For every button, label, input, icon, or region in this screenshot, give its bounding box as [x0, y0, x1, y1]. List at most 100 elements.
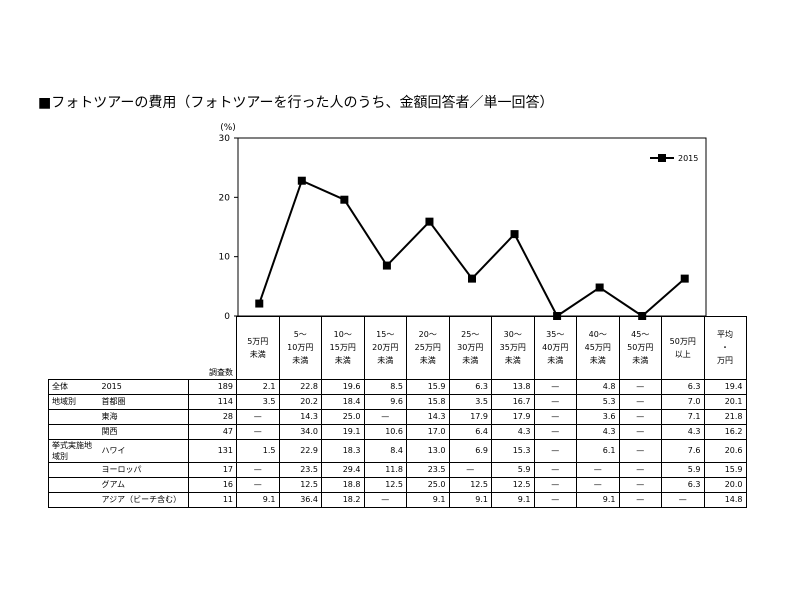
row-count: 114 [188, 393, 237, 410]
table-cell: 8.4 [363, 438, 407, 463]
row-label: アジア（ビーチ含む） [98, 491, 189, 508]
table-cell: 2.1 [236, 378, 280, 395]
data-table: 調査数 5万円 未満 5～ 10万円 未満 10～ 15万円 未満 15～ 20万円 未満 20～ 25万… [48, 316, 747, 508]
table-cell: 4.3 [576, 423, 620, 440]
column-header-line: 15万円 [329, 343, 356, 353]
column-header-line: 40～ [588, 330, 607, 340]
table-cell: 16.7 [491, 393, 535, 410]
column-header: 25～ 30万円 未満 [448, 316, 492, 380]
column-header: 45～ 50万円 未満 [618, 316, 662, 380]
table-cell: 7.6 [661, 438, 705, 463]
data-point [510, 230, 519, 239]
column-header-line: 平均 [717, 330, 733, 340]
table-cell: — [618, 461, 662, 478]
row-label: 首都圏 [98, 393, 189, 410]
table-cell: — [533, 378, 577, 395]
column-header-line: 45万円 [584, 343, 611, 353]
column-header: 5万円未満 [236, 316, 280, 380]
chart-title: ■フォトツアーの費用（フォトツアーを行った人のうち、金額回答者／単一回答） [38, 95, 554, 111]
column-header-line: 未満 [419, 356, 436, 366]
table-cell: 8.5 [363, 378, 407, 395]
table-cell: — [236, 476, 280, 493]
row-count: 131 [188, 438, 237, 463]
table-cell: — [236, 408, 280, 425]
plot-area [237, 137, 707, 317]
table-cell: 17.9 [491, 408, 535, 425]
table-cell: — [363, 491, 407, 508]
table-cell: — [661, 491, 705, 508]
column-header-line: 未満 [547, 356, 564, 366]
table-cell: 18.8 [321, 476, 365, 493]
table-row: 関西 47—34.0 19.1 10.6 17.0 6.4 4.3—4.3—4.3 16.2 [48, 423, 747, 440]
y-unit-label: (%) [220, 123, 236, 133]
table-cell: 18.2 [321, 491, 365, 508]
table-cell: 9.1 [448, 491, 492, 508]
row-label: ハワイ [98, 438, 189, 463]
table-cell: 14.8 [703, 491, 747, 508]
table-cell: — [448, 461, 492, 478]
column-header-line: 未満 [334, 356, 351, 366]
table-cell: 15.3 [491, 438, 535, 463]
table-row: グアム 16—12.5 18.8 12.5 25.0 12.5 12.5— — —6.3 20.0 [48, 476, 747, 493]
column-header-line: 未満 [249, 349, 266, 359]
column-header: 40～ 45万円 未満 [576, 316, 620, 380]
column-header-line: 25～ [461, 330, 480, 340]
row-label: ヨーロッパ [98, 461, 189, 478]
table-cell: 9.1 [236, 491, 280, 508]
table-cell: 7.1 [661, 408, 705, 425]
column-header-line: 万円 [717, 356, 733, 366]
column-header-line: 未満 [462, 356, 479, 366]
header-blank [49, 317, 99, 380]
column-header-line: 45～ [631, 330, 650, 340]
table-cell: 6.4 [448, 423, 492, 440]
column-header-line: 5万円 [247, 336, 269, 346]
column-header-line: 20～ [418, 330, 437, 340]
legend-label: 2015 [678, 154, 698, 163]
table-cell: 34.0 [278, 423, 322, 440]
row-count: 47 [188, 423, 237, 440]
table-cell: 12.5 [448, 476, 492, 493]
row-label: グアム [98, 476, 189, 493]
row-label: 2015 [98, 378, 189, 395]
table-cell: 22.9 [278, 438, 322, 463]
table-cell: — [576, 476, 620, 493]
column-header: 20～ 25万円 未満 [406, 316, 450, 380]
table-cell: 7.0 [661, 393, 705, 410]
column-header-line: 10万円 [287, 343, 314, 353]
y-tick-label: 0 [224, 312, 230, 322]
table-cell: 12.5 [363, 476, 407, 493]
table-cell: 18.4 [321, 393, 365, 410]
table-cell: 14.3 [406, 408, 450, 425]
table-cell: 16.2 [703, 423, 747, 440]
table-cell: 25.0 [406, 476, 450, 493]
table-cell: 4.8 [576, 378, 620, 395]
table-cell: 6.3 [661, 378, 705, 395]
table-cell: 3.5 [236, 393, 280, 410]
table-cell: 3.5 [448, 393, 492, 410]
column-header-line: 10～ [333, 330, 352, 340]
table-cell: 12.5 [278, 476, 322, 493]
row-count: 11 [188, 491, 237, 508]
column-header-line: 20万円 [372, 343, 399, 353]
table-row: 挙式実施地域別 ハワイ 131 1.5 22.9 18.3 8.4 13.0 6.9 15.3—6… [48, 438, 747, 463]
column-header-line: 未満 [377, 356, 394, 366]
table-cell: 36.4 [278, 491, 322, 508]
data-point [382, 261, 391, 270]
table-cell: 15.9 [703, 461, 747, 478]
data-point [340, 195, 349, 204]
table-cell: 5.3 [576, 393, 620, 410]
table-cell: — [236, 423, 280, 440]
table-cell: 23.5 [406, 461, 450, 478]
table-cell: — [533, 393, 577, 410]
table-cell: 6.3 [448, 378, 492, 395]
table-cell: 12.5 [491, 476, 535, 493]
series-line-2015 [258, 179, 686, 318]
table-cell: 18.3 [321, 438, 365, 463]
table-cell: 9.1 [406, 491, 450, 508]
column-header: 平均・万円 [703, 316, 747, 380]
column-header-line: 50万円 [669, 336, 696, 346]
row-group-label [48, 476, 99, 493]
table-cell: 19.6 [321, 378, 365, 395]
table-cell: 5.9 [661, 461, 705, 478]
row-count: 17 [188, 461, 237, 478]
